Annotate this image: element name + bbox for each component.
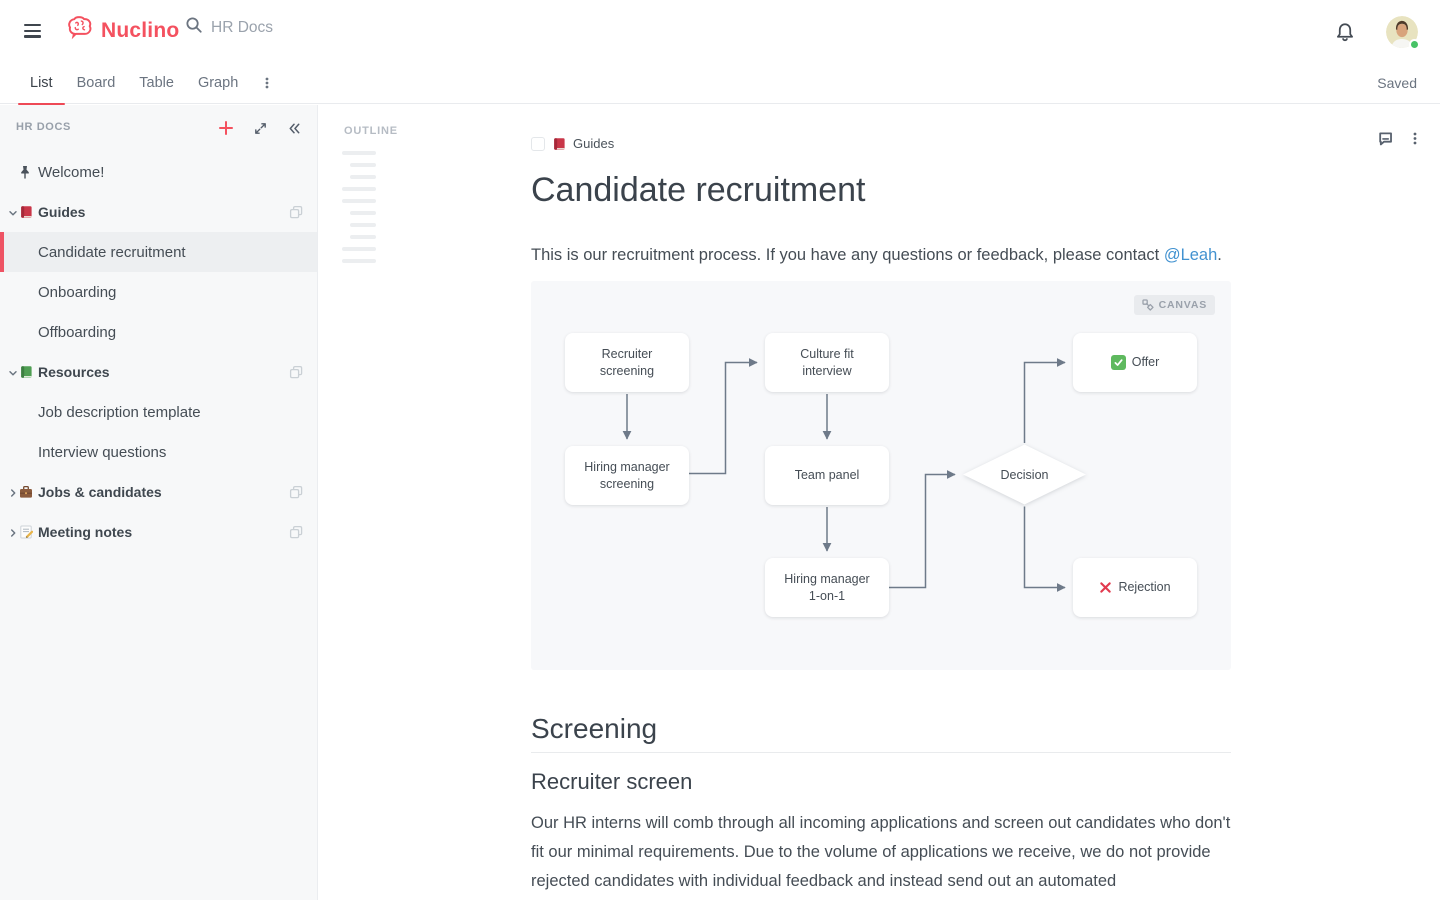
sidebar-item-resources[interactable]: Resources: [0, 352, 317, 392]
document-pane: OUTLINE Gui: [319, 105, 1440, 900]
cross-mark-icon: [1099, 581, 1112, 594]
breadcrumb-collection[interactable]: Guides: [573, 136, 615, 151]
workspace-search[interactable]: [185, 16, 445, 39]
brain-logo-icon: [64, 15, 94, 47]
comments-icon[interactable]: [1377, 130, 1394, 147]
tab-list[interactable]: List: [18, 62, 65, 105]
sidebar-item-welcome[interactable]: Welcome!: [0, 152, 317, 192]
page-title[interactable]: Candidate recruitment: [531, 171, 866, 209]
sidebar-item-jobs-candidates[interactable]: Jobs & candidates: [0, 472, 317, 512]
collapse-sidebar-icon[interactable]: [283, 117, 305, 139]
sidebar-item-interview-questions[interactable]: Interview questions: [38, 443, 167, 461]
node-culture-fit-interview[interactable]: Culture fit interview: [765, 333, 889, 392]
red-book-icon: [19, 205, 33, 219]
outline-label: OUTLINE: [344, 125, 398, 137]
green-book-icon: [19, 365, 33, 379]
search-icon: [185, 16, 203, 39]
intro-paragraph[interactable]: This is our recruitment process. If you …: [531, 246, 1222, 264]
hamburger-menu-icon[interactable]: [24, 24, 41, 38]
sidebar-item-offboarding[interactable]: Offboarding: [38, 323, 117, 341]
canvas-badge[interactable]: CANVAS: [1133, 295, 1215, 315]
tabs-overflow-icon[interactable]: [250, 62, 284, 104]
node-hiring-manager-1on1[interactable]: Hiring manager 1-on-1: [765, 558, 889, 617]
tab-table[interactable]: Table: [139, 75, 174, 91]
duplicate-icon[interactable]: [289, 525, 303, 539]
sidebar-item-onboarding[interactable]: Onboarding: [38, 283, 117, 301]
doc-actions: [1320, 130, 1440, 148]
duplicate-icon[interactable]: [289, 365, 303, 379]
duplicate-icon[interactable]: [289, 485, 303, 499]
node-decision[interactable]: Decision: [1000, 468, 1049, 482]
breadcrumb: Guides: [531, 136, 614, 151]
save-status: Saved: [1377, 75, 1417, 91]
node-recruiter-screening[interactable]: Recruiter screening: [565, 333, 689, 392]
sidebar: HR DOCS Welcome!: [0, 105, 318, 900]
red-book-icon: [552, 137, 566, 151]
online-status-dot: [1409, 39, 1420, 50]
check-mark-icon: [1110, 355, 1126, 370]
chevron-right-icon[interactable]: [7, 486, 19, 498]
node-offer[interactable]: Offer: [1073, 333, 1197, 392]
select-checkbox[interactable]: [531, 136, 545, 151]
tab-board[interactable]: Board: [76, 75, 116, 91]
sidebar-item-meeting-notes[interactable]: Meeting notes: [0, 512, 317, 552]
node-rejection[interactable]: Rejection: [1073, 558, 1197, 617]
topbar: Nuclino: [0, 0, 1440, 62]
doc-more-icon[interactable]: [1408, 130, 1424, 147]
sidebar-header: HR DOCS: [0, 105, 317, 152]
add-item-button[interactable]: [215, 117, 237, 139]
user-avatar[interactable]: [1386, 16, 1420, 50]
nuclino-logo[interactable]: Nuclino: [64, 15, 179, 47]
briefcase-icon: [19, 485, 33, 499]
memo-icon: [19, 525, 34, 539]
flowchart-canvas[interactable]: CANVAS: [531, 281, 1231, 670]
duplicate-icon[interactable]: [289, 205, 303, 219]
notifications-bell-icon[interactable]: [1335, 22, 1355, 42]
chevron-down-icon[interactable]: [7, 366, 19, 378]
section-heading-screening[interactable]: Screening: [531, 712, 1231, 753]
app-header: Nuclino: [0, 0, 1440, 105]
node-team-panel[interactable]: Team panel: [765, 446, 889, 505]
body-paragraph[interactable]: Our HR interns will comb through all inc…: [531, 814, 1231, 891]
chevron-down-icon[interactable]: [7, 206, 19, 218]
tab-graph[interactable]: Graph: [197, 75, 239, 91]
flowchart-edges: [622, 358, 1066, 592]
subsection-heading-recruiter-screen[interactable]: Recruiter screen: [531, 769, 693, 794]
search-input[interactable]: [211, 18, 411, 37]
mention-link-leah[interactable]: @Leah: [1163, 246, 1218, 264]
workspace-name: HR DOCS: [16, 121, 71, 133]
sidebar-item-guides[interactable]: Guides: [0, 192, 317, 232]
canvas-badge-icon: [1141, 299, 1154, 311]
node-hiring-manager-screening[interactable]: Hiring manager screening: [565, 446, 689, 505]
expand-all-icon[interactable]: [249, 117, 271, 139]
sidebar-item-job-description-template[interactable]: Job description template: [38, 403, 201, 421]
chevron-right-icon[interactable]: [7, 526, 19, 538]
brand-wordmark: Nuclino: [101, 19, 180, 42]
pin-icon: [18, 165, 32, 179]
decision-diamond: [963, 444, 1086, 505]
sidebar-item-candidate-recruitment[interactable]: Candidate recruitment: [0, 232, 317, 272]
view-tabs: List Board Table Graph Saved: [0, 62, 1440, 105]
